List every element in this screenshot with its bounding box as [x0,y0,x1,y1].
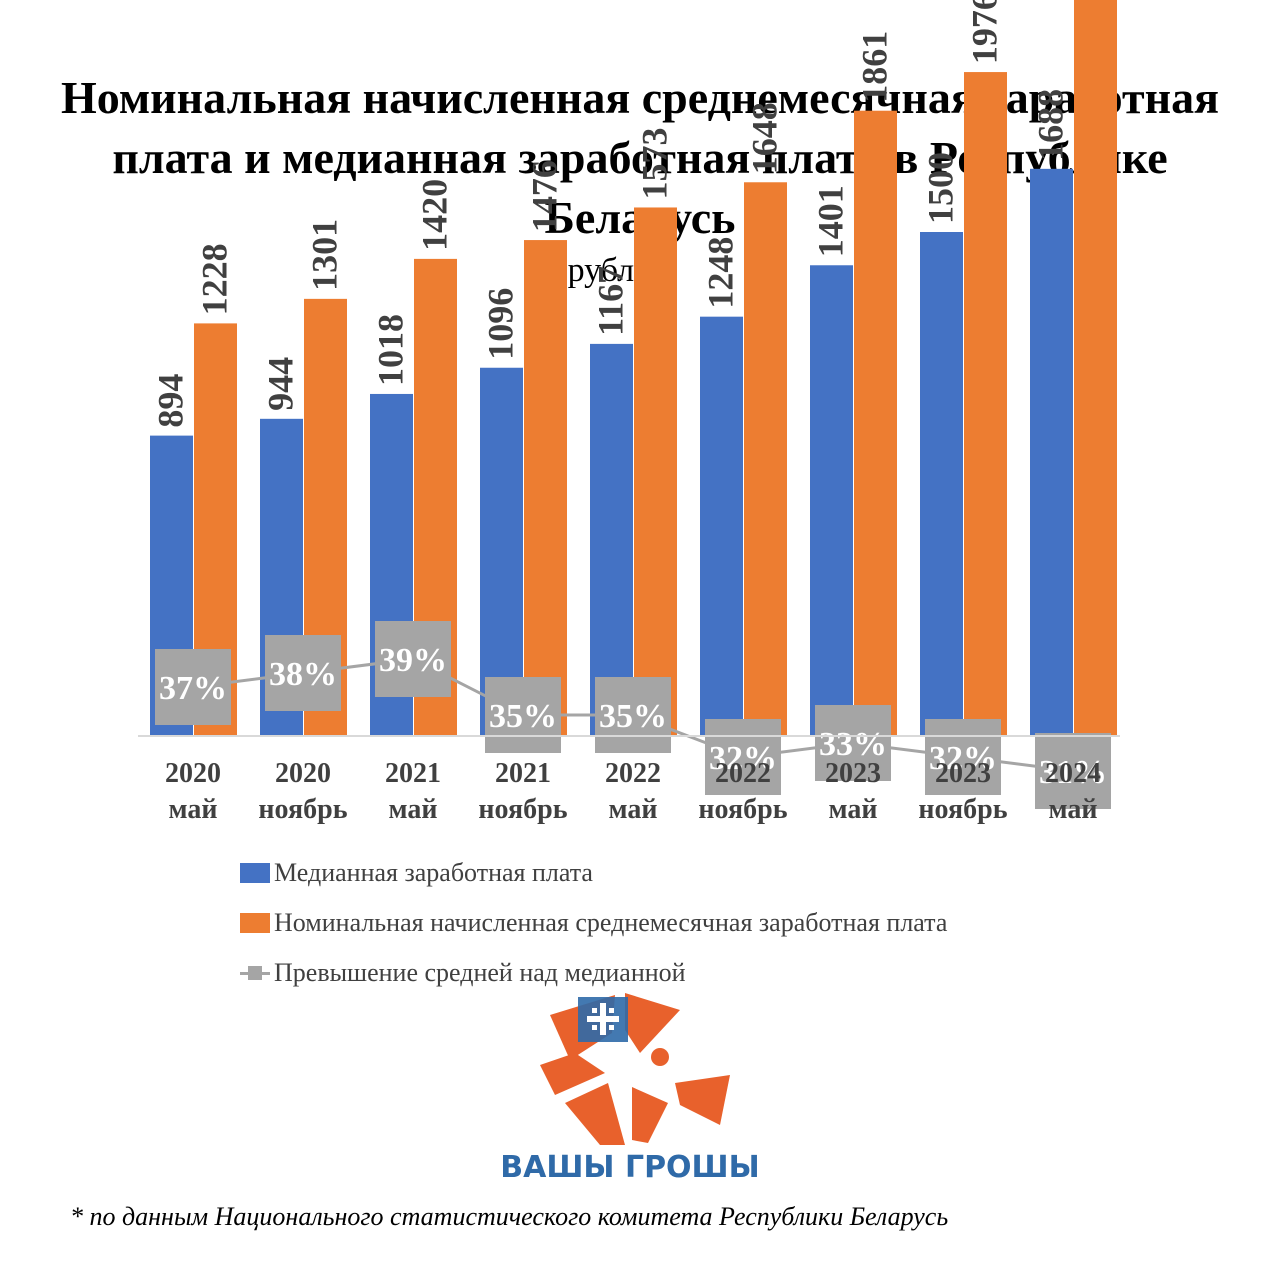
excess-marker-1 [265,635,341,711]
brand-name: ВАШЫ ГРОШЫ [500,1150,760,1185]
data-label-nominal-5: 1648 [745,102,785,174]
x-tick-label-7-0: 2023 [935,758,991,789]
x-tick-label-3-0: 2021 [495,758,551,789]
x-tick-label-8-0: 2024 [1045,758,1101,789]
excess-marker-7 [925,719,1001,795]
legend-item-excess: Превышение средней над медианной [240,948,947,998]
x-tick-label-5-0: 2022 [715,758,771,789]
legend-item-nominal: Номинальная начисленная среднемесячная з… [240,898,947,948]
source-footnote: * по данным Национального статистическог… [70,1202,949,1231]
excess-label-5: 32% [709,740,777,777]
excess-label-6: 33% [819,726,887,763]
x-tick-label-6-0: 2023 [825,758,881,789]
data-label-median-1: 944 [261,357,301,411]
legend-swatch-median [240,863,270,883]
excess-marker-6 [815,705,891,781]
data-label-median-6: 1401 [811,185,851,257]
x-tick-label-5-1: ноябрь [698,794,787,825]
x-tick-label-1-1: ноябрь [258,794,347,825]
legend-swatch-nominal [240,913,270,933]
bar-median-8 [1030,168,1073,736]
x-tick-label-4-1: май [608,794,657,825]
vashy-groshy-logo [540,993,730,1145]
x-tick-label-0-1: май [168,794,217,825]
excess-label-4: 35% [599,698,667,735]
excess-label-1: 38% [269,656,337,693]
x-tick-label-2-0: 2021 [385,758,441,789]
x-tick-label-4-0: 2022 [605,758,661,789]
bar-nominal-8 [1074,0,1117,736]
x-tick-label-6-1: май [828,794,877,825]
data-label-nominal-7: 1976 [965,0,1005,64]
bar-median-5 [700,316,743,736]
legend-swatch-excess [240,963,270,983]
x-tick-label-7-1: ноябрь [918,794,1007,825]
excess-marker-0 [155,649,231,725]
bar-median-6 [810,265,853,736]
data-label-nominal-3: 1476 [525,160,565,232]
data-label-nominal-0: 1228 [195,243,235,315]
excess-marker-8 [1035,733,1111,809]
bar-nominal-3 [524,240,567,736]
bar-median-3 [480,367,523,736]
x-tick-label-1-0: 2020 [275,758,331,789]
excess-label-2: 39% [379,642,447,679]
legend-label-nominal: Номинальная начисленная среднемесячная з… [274,908,948,937]
data-label-nominal-4: 1573 [635,127,675,199]
excess-marker-4 [595,677,671,753]
x-tick-label-0-0: 2020 [165,758,221,789]
bar-nominal-6 [854,110,897,737]
data-label-nominal-1: 1301 [305,219,345,291]
data-label-median-5: 1248 [701,237,741,309]
data-label-nominal-6: 1861 [855,31,895,103]
bar-median-7 [920,232,963,736]
excess-label-8: 31% [1039,754,1107,791]
x-tick-label-8-1: май [1048,794,1097,825]
legend-item-median: Медианная заработная плата [240,848,947,898]
excess-marker-3 [485,677,561,753]
x-tick-label-3-1: ноябрь [478,794,567,825]
excess-marker-2 [375,621,451,697]
excess-label-7: 32% [929,740,997,777]
data-label-median-4: 1167 [591,266,631,336]
excess-marker-5 [705,719,781,795]
excess-label-3: 35% [489,698,557,735]
data-label-nominal-2: 1420 [415,179,455,251]
bar-line-chart: 37% 38% 39% 35% 35% 32% 33% 32% 31% 894 1228 944 13… [138,0,1120,825]
legend-label-excess: Превышение средней над медианной [274,958,686,987]
data-label-median-7: 1500 [921,152,961,224]
data-label-median-8: 1688 [1031,89,1071,161]
bar-nominal-5 [744,182,787,737]
data-label-median-0: 894 [151,374,191,428]
excess-label-0: 37% [159,670,227,707]
x-tick-label-2-1: май [388,794,437,825]
data-label-median-2: 1018 [371,314,411,386]
bar-nominal-4 [634,207,677,737]
chart-legend: Медианная заработная плата Номинальная н… [240,848,947,998]
legend-label-median: Медианная заработная плата [274,858,593,887]
bar-nominal-7 [964,72,1007,736]
data-label-median-3: 1096 [481,288,521,360]
bar-median-4 [590,343,633,736]
